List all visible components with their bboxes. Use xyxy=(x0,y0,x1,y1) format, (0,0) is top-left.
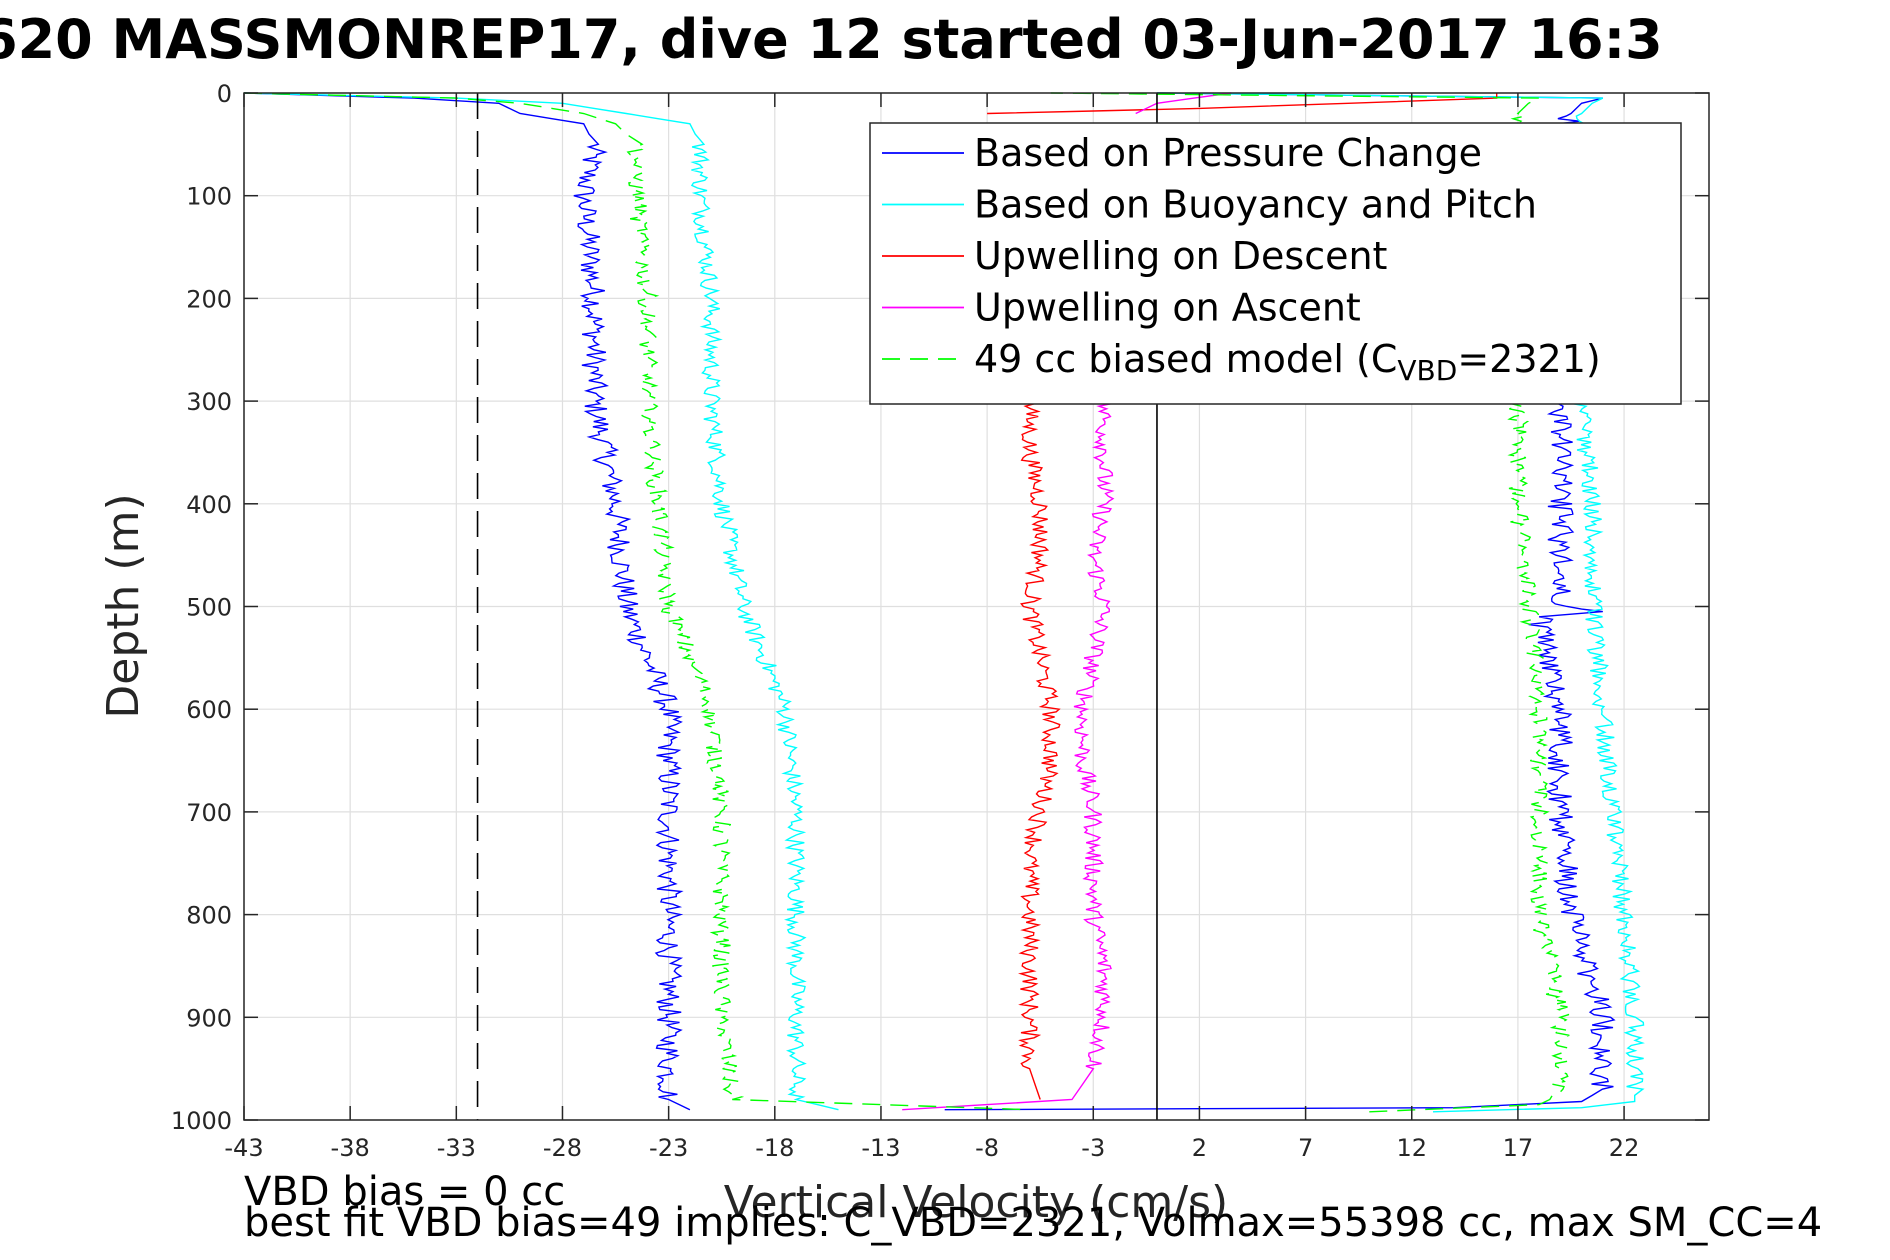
series-line-0-segment-0 xyxy=(243,92,691,1111)
series-line-3-segment-0 xyxy=(902,400,1115,1111)
vbd-bias-note: VBD bias = 0 cc xyxy=(244,1169,565,1215)
y-tick-label: 100 xyxy=(186,183,232,211)
x-tick-label: 2 xyxy=(1192,1134,1207,1162)
legend-box xyxy=(869,122,1682,405)
chart-title: 620 MASSMONREP17, dive 12 started 03-Jun… xyxy=(0,8,1663,71)
x-tick-label: 17 xyxy=(1503,1134,1534,1162)
x-tick-label: -38 xyxy=(331,1134,370,1162)
x-tick-label: -33 xyxy=(437,1134,476,1162)
series-line-4-segment-1 xyxy=(1050,92,1570,1113)
y-tick-label: 1000 xyxy=(171,1107,232,1135)
series-line-4-segment-0 xyxy=(243,92,1030,1111)
axis-ticks xyxy=(243,92,1709,1121)
y-tick-label: 600 xyxy=(186,696,232,724)
legend-entries: Based on Pressure Change Based on Buoyanc… xyxy=(882,131,1537,330)
legend-label-3: Upwelling on Ascent xyxy=(974,286,1361,330)
x-tick-label: -43 xyxy=(224,1134,263,1162)
x-tick-label: 7 xyxy=(1298,1134,1313,1162)
legend-label-1: Based on Buoyancy and Pitch xyxy=(974,183,1537,227)
x-tick-label: 12 xyxy=(1396,1134,1427,1162)
y-tick-label: 200 xyxy=(186,285,232,313)
series-line-2-segment-1 xyxy=(987,93,1498,115)
y-tick-label: 0 xyxy=(217,80,232,108)
series-line-1-segment-0 xyxy=(243,92,839,1111)
x-tick-label: -18 xyxy=(755,1134,794,1162)
x-tick-label: 22 xyxy=(1609,1134,1640,1162)
y-tick-labels: 0 100 200 300 400 500 600 700 800 900 1000 xyxy=(171,80,232,1135)
legend: Based on Pressure Change Based on Buoyanc… xyxy=(869,122,1682,405)
y-tick-label: 800 xyxy=(186,902,232,930)
x-tick-labels: -43 -38 -33 -28 -23 -18 -13 -8 -3 2 7 12 17 22 xyxy=(224,1134,1639,1162)
y-tick-label: 900 xyxy=(186,1004,232,1032)
y-tick-label: 300 xyxy=(186,388,232,416)
x-tick-label: -8 xyxy=(975,1134,999,1162)
y-axis-label: Depth (m) xyxy=(98,493,149,718)
legend-label-2: Upwelling on Descent xyxy=(974,234,1387,278)
legend-label-0: Based on Pressure Change xyxy=(974,131,1482,175)
y-tick-label: 500 xyxy=(186,594,232,622)
y-tick-label: 700 xyxy=(186,799,232,827)
x-tick-label: -3 xyxy=(1081,1134,1105,1162)
x-tick-label: -23 xyxy=(649,1134,688,1162)
series-line-3-segment-1 xyxy=(1135,92,1232,115)
series-line-2-segment-0 xyxy=(1018,400,1061,1100)
y-tick-label: 400 xyxy=(186,491,232,519)
x-tick-label: -28 xyxy=(543,1134,582,1162)
x-tick-label: -13 xyxy=(861,1134,900,1162)
best-fit-note: best fit VBD bias=49 implies: C_VBD=2321… xyxy=(244,1200,1822,1246)
legend-label-model: 49 cc biased model (CVBD=2321) xyxy=(974,337,1601,387)
x-axis-label: Vertical Velocity (cm/s) xyxy=(724,1177,1228,1228)
